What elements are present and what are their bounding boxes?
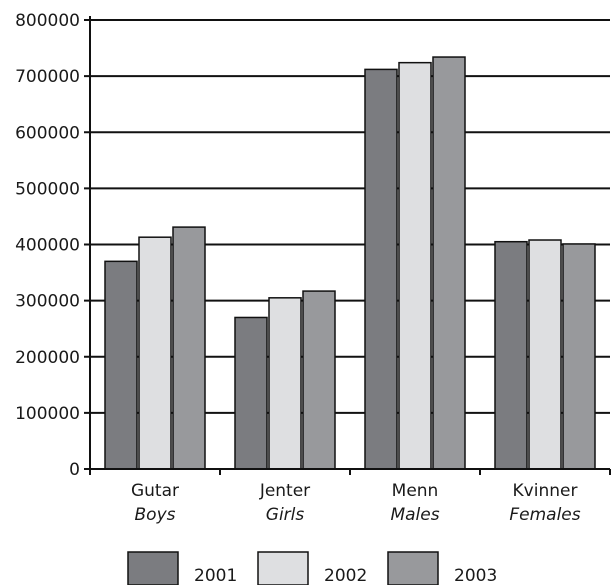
y-tick-label: 600000 — [15, 123, 80, 143]
bar-2002-jenter — [268, 297, 302, 470]
x-category-label: Menn — [392, 481, 439, 501]
bar-2001-kvinner — [494, 240, 528, 470]
legend: 2001 2002 2003 — [127, 551, 497, 585]
y-tick-label: 300000 — [15, 292, 80, 312]
bars — [104, 56, 596, 470]
bar-2003-gutar — [172, 226, 206, 470]
legend-swatch-2003 — [387, 551, 439, 585]
bar-2003-menn — [432, 56, 466, 470]
bar-2001-jenter — [234, 316, 268, 470]
x-category-sublabel: Males — [390, 505, 439, 525]
y-tick-label: 100000 — [15, 404, 80, 424]
y-tick-label: 700000 — [15, 67, 80, 87]
legend-swatch-2001 — [127, 551, 179, 585]
legend-label: 2001 — [194, 566, 237, 585]
x-category-sublabel: Girls — [266, 505, 305, 525]
x-category-label: Jenter — [259, 481, 310, 501]
bar-2002-gutar — [138, 236, 172, 470]
legend-label: 2002 — [324, 566, 367, 585]
y-tick-label: 500000 — [15, 179, 80, 199]
bar-2003-jenter — [302, 290, 336, 470]
legend-swatch-2002 — [257, 551, 309, 585]
y-tick-label: 400000 — [15, 236, 80, 256]
x-category-label: Gutar — [131, 481, 179, 501]
bar-2001-gutar — [104, 260, 138, 470]
y-tick-label: 800000 — [15, 11, 80, 31]
bar-2002-kvinner — [528, 239, 562, 470]
bar-2001-menn — [364, 68, 398, 470]
bar-2003-kvinner — [562, 243, 596, 470]
x-category-sublabel: Boys — [135, 505, 176, 525]
x-category-label: Kvinner — [513, 481, 578, 501]
y-tick-label: 200000 — [15, 348, 80, 368]
y-tick-labels: 0 100000 200000 300000 400000 500000 600000 700… — [15, 11, 80, 480]
bar-2002-menn — [398, 61, 432, 470]
legend-label: 2003 — [454, 566, 497, 585]
axes — [84, 16, 611, 475]
x-category-labels: Gutar Boys Jenter Girls Menn Males Kvinner Fema… — [131, 481, 581, 525]
x-category-sublabel: Females — [509, 505, 580, 525]
y-tick-label: 0 — [69, 460, 80, 480]
